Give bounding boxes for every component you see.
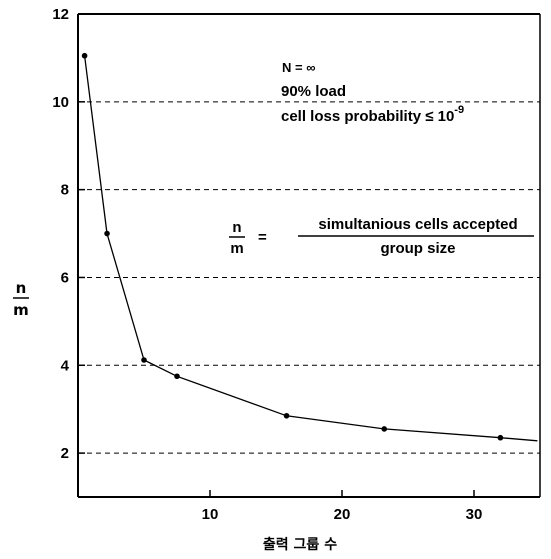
data-point <box>283 412 290 419</box>
ratio-denominator: m <box>230 240 243 257</box>
y-tick-label-2: 2 <box>61 445 69 462</box>
data-point <box>81 52 88 59</box>
annotation-block: N = ∞ 90% load cell loss probability ≤ 1… <box>281 60 464 125</box>
series <box>81 52 538 442</box>
fraction-numerator: simultanious cells accepted <box>318 216 517 233</box>
data-point <box>497 434 504 441</box>
y-tick-label-4: 4 <box>61 357 70 374</box>
annotation-cell-loss-exponent: -9 <box>454 104 464 116</box>
ticks: 2 4 6 8 10 12 10 20 30 <box>52 6 482 523</box>
series-line <box>83 55 538 442</box>
y-tick-label-10: 10 <box>52 94 69 111</box>
x-tick-label-20: 20 <box>334 506 351 523</box>
x-axis-title: 출력 그룹 수 <box>263 536 337 553</box>
x-tick-label-10: 10 <box>202 506 219 523</box>
annotation-load: 90% load <box>281 83 346 100</box>
y-axis-title-denominator: m <box>13 301 29 319</box>
data-point <box>381 426 388 432</box>
axes <box>77 13 541 498</box>
y-axis-title: n m <box>13 279 29 319</box>
data-point <box>104 230 110 237</box>
fraction-denominator: group size <box>380 240 455 257</box>
ratio-formula: n m = simultanious cells accepted group … <box>229 216 534 257</box>
data-point <box>141 357 147 363</box>
y-tick-label-12: 12 <box>52 6 69 23</box>
x-tick-label-30: 30 <box>466 506 483 523</box>
gridlines <box>78 101 540 454</box>
annotation-cell-loss: cell loss probability ≤ 10-9 <box>281 104 464 125</box>
y-tick-label-6: 6 <box>61 269 69 286</box>
ratio-numerator: n <box>232 219 241 236</box>
annotation-cell-loss-text: cell loss probability ≤ 10 <box>281 108 454 125</box>
annotation-n-infinity: N = ∞ <box>282 60 315 75</box>
y-axis-title-numerator: n <box>16 279 27 297</box>
data-point <box>174 373 180 380</box>
y-tick-label-8: 8 <box>61 182 69 199</box>
ratio-equals: = <box>258 229 267 246</box>
